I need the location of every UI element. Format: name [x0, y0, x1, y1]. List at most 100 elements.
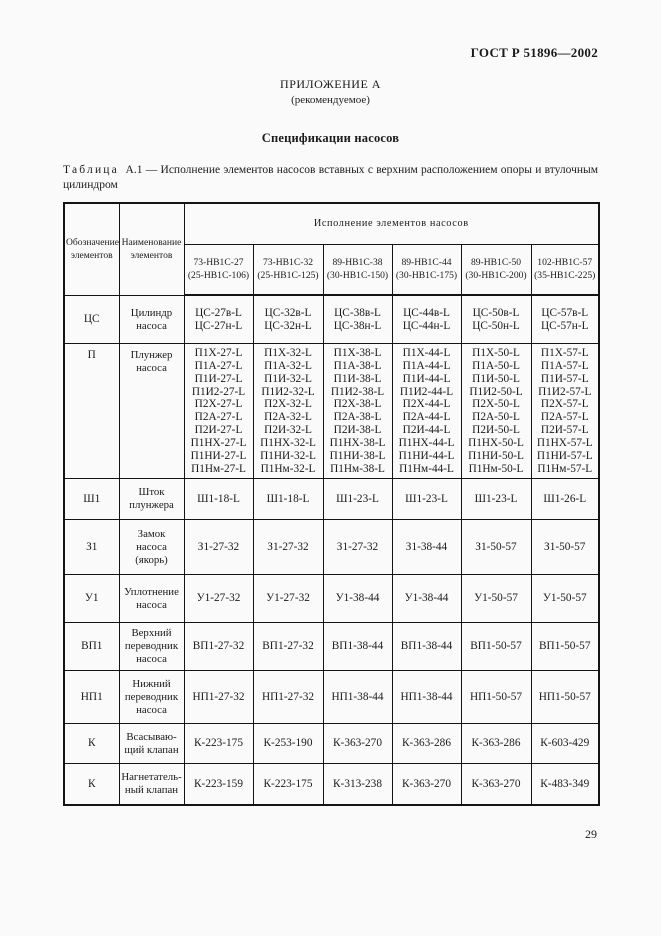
- cell-execution-value: ВП1-27-32: [252, 622, 324, 672]
- table-row: ЦС Цилиндр насоса ЦС-27в-L ЦС-27н-L ЦС-32в-…: [63, 294, 600, 345]
- cell-execution-value: У1-27-32: [183, 574, 254, 624]
- appendix-title: ПРИЛОЖЕНИЕ А: [280, 77, 381, 91]
- cell-element-name: Верхний переводник насоса: [118, 622, 185, 672]
- cell-element-name: Уплотнение насоса: [118, 574, 185, 624]
- cell-execution-value: П1Х-57-L П1А-57-L П1И-57-L П1И2-57-L П2Х…: [530, 343, 600, 480]
- spec-column-header: 89-НВ1С-44 (30-НВ1С-175): [391, 244, 462, 297]
- cell-execution-value: ЦС-27в-L ЦС-27н-L: [183, 294, 254, 345]
- cell-execution-value: НП1-27-32: [183, 670, 254, 725]
- cell-execution-value: Ш1-23-L: [460, 478, 532, 521]
- spec-column-header: 89-НВ1С-38 (30-НВ1С-150): [322, 244, 393, 297]
- cell-execution-value: З1-27-32: [322, 519, 393, 576]
- cell-execution-value: Ш1-23-L: [391, 478, 462, 521]
- cell-execution-value: К-313-238: [322, 763, 393, 806]
- table-caption: Таблица А.1 — Исполнение элементов насос…: [63, 163, 598, 193]
- cell-execution-value: ЦС-50в-L ЦС-50н-L: [460, 294, 532, 345]
- cell-element-name: Цилиндр насоса: [118, 294, 185, 345]
- cell-element-code: НП1: [63, 670, 120, 725]
- cell-execution-value: З1-27-32: [183, 519, 254, 576]
- cell-execution-value: К-363-286: [460, 723, 532, 765]
- cell-execution-value: К-223-175: [252, 763, 324, 806]
- cell-execution-value: ВП1-50-57: [530, 622, 600, 672]
- cell-element-name: Нижний переводник насоса: [118, 670, 185, 725]
- span-header-executions: Исполнение элементов насосов: [183, 202, 600, 246]
- spec-column-header: 73-НВ1С-27 (25-НВ1С-106): [183, 244, 254, 297]
- cell-execution-value: Ш1-26-L: [530, 478, 600, 521]
- cell-execution-value: У1-50-57: [460, 574, 532, 624]
- caption-dash: —: [145, 164, 158, 176]
- col-header-designation: Обозначение элементов: [63, 202, 120, 296]
- table-row: К Всасываю- щий клапан К-223-175 К-253-190 К…: [63, 723, 600, 765]
- cell-execution-value: К-223-175: [183, 723, 254, 765]
- cell-element-code: К: [63, 723, 120, 765]
- spec-column-header: 89-НВ1С-50 (30-НВ1С-200): [460, 244, 532, 297]
- table-row: З1 Замок насоса (якорь) З1-27-32 З1-27-32 З1…: [63, 519, 600, 576]
- cell-execution-value: П1Х-50-L П1А-50-L П1И-50-L П1И2-50-L П2Х…: [460, 343, 532, 480]
- table-row: К Нагнетатель- ный клапан К-223-159 К-223-1…: [63, 763, 600, 806]
- cell-execution-value: З1-38-44: [391, 519, 462, 576]
- cell-execution-value: НП1-27-32: [252, 670, 324, 725]
- cell-element-code: З1: [63, 519, 120, 576]
- cell-execution-value: К-483-349: [530, 763, 600, 806]
- table-row: Ш1 Шток плунжера Ш1-18-L Ш1-18-L Ш1-23-L Ш1-2…: [63, 478, 600, 521]
- table-row: У1 Уплотнение насоса У1-27-32 У1-27-32 У1-38…: [63, 574, 600, 624]
- table-row: НП1 Нижний переводник насоса НП1-27-32 НП1-…: [63, 670, 600, 725]
- cell-execution-value: П1Х-38-L П1А-38-L П1И-38-L П1И2-38-L П2Х…: [322, 343, 393, 480]
- cell-execution-value: У1-38-44: [391, 574, 462, 624]
- cell-execution-value: К-253-190: [252, 723, 324, 765]
- cell-execution-value: У1-50-57: [530, 574, 600, 624]
- cell-execution-value: П1Х-44-L П1А-44-L П1И-44-L П1И2-44-L П2Х…: [391, 343, 462, 480]
- col-header-name: Наименование элементов: [118, 202, 185, 296]
- cell-execution-value: У1-27-32: [252, 574, 324, 624]
- cell-element-code: Ш1: [63, 478, 120, 521]
- cell-element-code: ВП1: [63, 622, 120, 672]
- cell-element-name: Нагнетатель- ный клапан: [118, 763, 185, 806]
- cell-execution-value: К-223-159: [183, 763, 254, 806]
- cell-execution-value: Ш1-18-L: [183, 478, 254, 521]
- cell-execution-value: НП1-50-57: [530, 670, 600, 725]
- cell-execution-value: К-363-270: [322, 723, 393, 765]
- header-row-2: 73-НВ1С-27 (25-НВ1С-106) 73-НВ1С-32 (25-Н…: [64, 244, 600, 297]
- table-row: П Плунжер насоса П1Х-27-L П1А-27-L П1И-27-…: [63, 343, 600, 480]
- cell-execution-value: Ш1-23-L: [322, 478, 393, 521]
- cell-execution-value: ЦС-32в-L ЦС-32н-L: [252, 294, 324, 345]
- cell-execution-value: ЦС-57в-L ЦС-57н-L: [530, 294, 600, 345]
- cell-execution-value: НП1-38-44: [391, 670, 462, 725]
- appendix-subtitle: (рекомендуемое): [291, 94, 370, 106]
- caption-label: Таблица: [63, 164, 119, 176]
- cell-execution-value: К-363-270: [391, 763, 462, 806]
- spec-column-header: 73-НВ1С-32 (25-НВ1С-125): [252, 244, 324, 297]
- cell-element-name: Шток плунжера: [118, 478, 185, 521]
- cell-execution-value: К-363-270: [460, 763, 532, 806]
- cell-execution-value: З1-50-57: [530, 519, 600, 576]
- cell-element-code: ЦС: [63, 294, 120, 345]
- cell-execution-value: К-363-286: [391, 723, 462, 765]
- cell-execution-value: ЦС-44в-L ЦС-44н-L: [391, 294, 462, 345]
- cell-execution-value: Ш1-18-L: [252, 478, 324, 521]
- caption-text: Исполнение элементов насосов вставных с …: [63, 164, 599, 192]
- cell-element-code: К: [63, 763, 120, 806]
- spec-column-header: 102-НВ1С-57 (35-НВ1С-225): [530, 244, 600, 297]
- cell-execution-value: ВП1-27-32: [183, 622, 254, 672]
- cell-execution-value: П1Х-32-L П1А-32-L П1И-32-L П1И2-32-L П2Х…: [252, 343, 324, 480]
- cell-execution-value: НП1-50-57: [460, 670, 532, 725]
- cell-execution-value: У1-38-44: [322, 574, 393, 624]
- section-title: Спецификации насосов: [261, 131, 400, 145]
- page-number: 29: [585, 827, 597, 841]
- cell-execution-value: ВП1-38-44: [391, 622, 462, 672]
- table-row: ВП1 Верхний переводник насоса ВП1-27-32 ВП1…: [63, 622, 600, 672]
- doc-number: ГОСТ Р 51896—2002: [470, 45, 598, 60]
- cell-execution-value: З1-27-32: [252, 519, 324, 576]
- header-row-1: Обозначение элементов Наименование элемен…: [63, 202, 600, 296]
- cell-execution-value: ЦС-38в-L ЦС-38н-L: [322, 294, 393, 345]
- cell-execution-value: ВП1-38-44: [322, 622, 393, 672]
- cell-execution-value: З1-50-57: [460, 519, 532, 576]
- cell-execution-value: К-603-429: [530, 723, 600, 765]
- pump-spec-table: Обозначение элементов Наименование элемен…: [63, 202, 600, 807]
- cell-element-name: Всасываю- щий клапан: [118, 723, 185, 765]
- cell-element-name: Плунжер насоса: [118, 343, 185, 480]
- cell-element-code: П: [63, 343, 120, 480]
- cell-element-name: Замок насоса (якорь): [118, 519, 185, 576]
